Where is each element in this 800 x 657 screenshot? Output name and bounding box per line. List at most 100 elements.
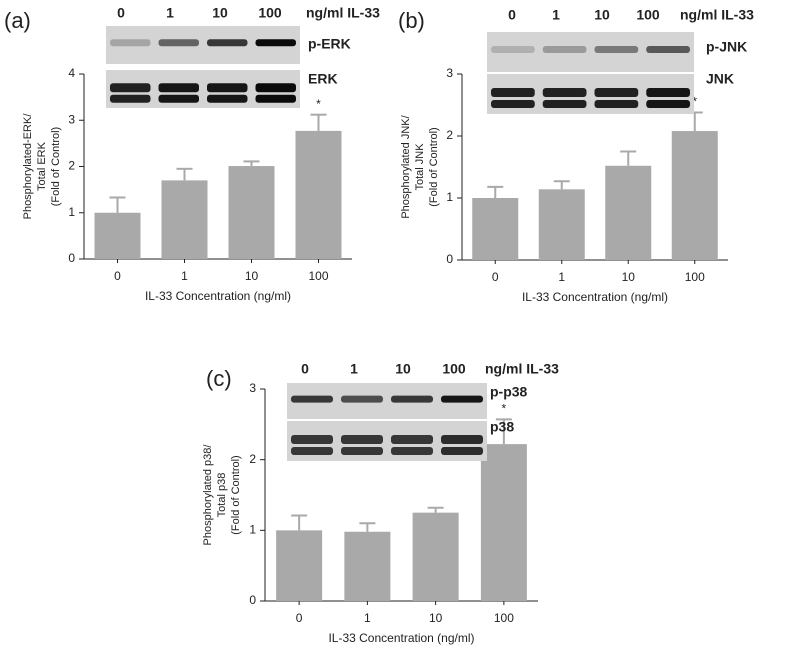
lane-label: 10: [212, 5, 228, 21]
blot-band: [255, 83, 296, 93]
blot-band: [291, 395, 333, 403]
blot-band: [594, 100, 639, 108]
blot-band: [110, 83, 151, 93]
blot-band: [255, 39, 296, 47]
blot-band: [207, 83, 248, 93]
lane-label: 100: [442, 361, 466, 377]
bar: [538, 189, 585, 260]
significance-mark: *: [502, 402, 507, 416]
y-axis-label: Phosphorylated p38/: [202, 444, 214, 546]
blot-band: [391, 435, 433, 444]
y-tick-label: 1: [68, 205, 75, 219]
y-tick-label: 4: [68, 66, 75, 80]
lane-label: 0: [301, 361, 309, 377]
panel-label: (b): [398, 8, 425, 33]
blot-band: [646, 88, 690, 97]
lane-label: 0: [508, 7, 516, 23]
y-axis-label: (Fold of Control): [428, 127, 440, 206]
y-axis-label: Phosphorylated JNK/: [400, 114, 412, 218]
lane-label: 1: [166, 5, 174, 21]
lane-label: 100: [258, 5, 282, 21]
significance-mark: *: [316, 97, 321, 111]
blot-band: [491, 100, 535, 108]
lane-label: 100: [636, 7, 660, 23]
lane-unit: ng/ml IL-33: [485, 361, 559, 377]
y-axis-label: Phosphorylated-ERK/: [22, 113, 34, 220]
blot-band: [341, 395, 383, 403]
x-axis-label: IL-33 Concentration (ng/ml): [328, 631, 474, 645]
blot-row-label: JNK: [706, 71, 734, 87]
x-tick-label: 1: [558, 270, 565, 284]
y-tick-label: 3: [249, 381, 256, 395]
y-tick-label: 1: [249, 523, 256, 537]
panel-label: (a): [4, 8, 31, 33]
lane-unit: ng/ml IL-33: [680, 7, 754, 23]
blot-band: [291, 435, 333, 444]
blot-band: [158, 83, 199, 93]
blot-band: [110, 94, 151, 103]
blot-band: [491, 88, 535, 97]
bar: [344, 531, 391, 601]
bar: [472, 198, 519, 260]
bar: [480, 444, 527, 601]
blot-band: [542, 46, 587, 53]
blot-band: [110, 39, 151, 47]
blot-band: [341, 447, 383, 455]
blot-band: [441, 447, 483, 455]
blot-band: [491, 46, 535, 53]
bar: [228, 166, 275, 259]
blot-band: [341, 435, 383, 444]
x-tick-label: 10: [245, 269, 259, 283]
lane-label: 10: [395, 361, 411, 377]
y-tick-label: 0: [446, 252, 453, 266]
y-tick-label: 2: [68, 159, 75, 173]
y-axis-label: Total p38: [216, 473, 228, 518]
y-axis-label: (Fold of Control): [50, 127, 62, 206]
y-tick-label: 1: [446, 190, 453, 204]
blot-row-label: ERK: [308, 71, 338, 87]
bar: [276, 530, 323, 601]
blot-band: [291, 447, 333, 455]
x-tick-label: 1: [181, 269, 188, 283]
lane-label: 10: [594, 7, 610, 23]
y-tick-label: 2: [446, 128, 453, 142]
y-tick-label: 0: [249, 593, 256, 607]
x-axis-label: IL-33 Concentration (ng/ml): [145, 289, 291, 303]
y-axis-label: (Fold of Control): [230, 455, 242, 534]
x-tick-label: 100: [308, 269, 328, 283]
significance-mark: *: [692, 95, 697, 109]
blot-row-label: p38: [490, 419, 514, 435]
blot-band: [542, 100, 587, 108]
y-tick-label: 3: [68, 112, 75, 126]
panel-label: (c): [206, 366, 232, 391]
blot-band: [441, 435, 483, 444]
blot-band: [255, 94, 296, 103]
blot-row-label: p-ERK: [308, 36, 351, 52]
blot-band: [646, 46, 690, 53]
lane-label: 1: [350, 361, 358, 377]
bar: [94, 212, 141, 259]
blot-band: [646, 100, 690, 108]
y-axis-label: Total JNK: [414, 143, 426, 191]
blot-band: [207, 39, 248, 47]
lane-label: 0: [117, 5, 125, 21]
x-tick-label: 0: [492, 270, 499, 284]
x-axis-label: IL-33 Concentration (ng/ml): [522, 290, 668, 304]
blot-band: [158, 39, 199, 47]
blot-band: [542, 88, 587, 97]
x-tick-label: 100: [494, 611, 514, 625]
y-tick-label: 3: [446, 66, 453, 80]
blot-band: [158, 94, 199, 103]
y-axis-label: Total ERK: [36, 141, 48, 191]
blot-band: [594, 46, 639, 53]
x-tick-label: 10: [429, 611, 443, 625]
x-tick-label: 1: [364, 611, 371, 625]
bar: [671, 131, 718, 260]
x-tick-label: 100: [685, 270, 705, 284]
bar: [412, 512, 459, 601]
bar: [605, 165, 652, 260]
x-tick-label: 10: [622, 270, 636, 284]
blot-row-label: p-p38: [490, 384, 528, 400]
